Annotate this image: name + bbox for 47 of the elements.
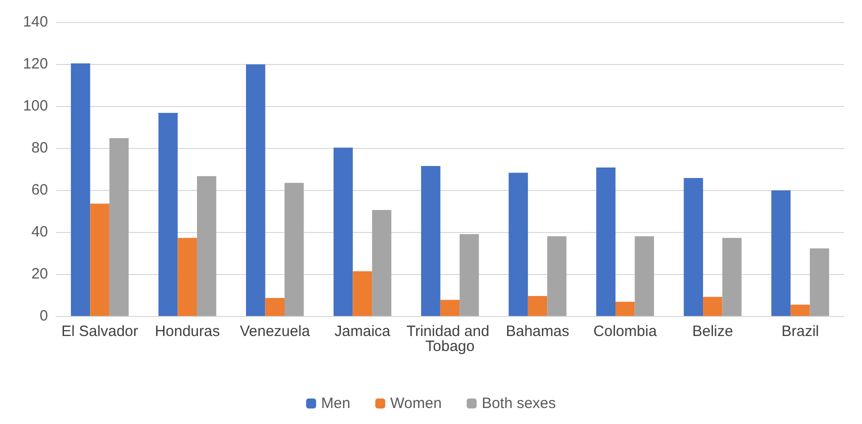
x-tick-label: Trinidad and Tobago	[406, 323, 494, 355]
bar	[372, 210, 392, 316]
y-tick-label: 60	[31, 182, 48, 198]
legend-label: Both sexes	[482, 395, 556, 412]
x-tick-label: Jamaica	[334, 323, 392, 340]
y-tick-label: 80	[31, 140, 48, 156]
bar	[109, 138, 129, 316]
x-tick-label: Belize	[692, 323, 734, 340]
y-tick-label: 0	[40, 308, 48, 324]
y-tick-label: 20	[31, 266, 48, 282]
legend-label: Women	[390, 395, 442, 412]
x-tick-label: El Salvador	[61, 323, 138, 340]
bar	[284, 182, 304, 316]
y-tick-label: 40	[31, 224, 48, 240]
x-tick-label: Colombia	[593, 323, 658, 340]
bar	[528, 296, 548, 316]
bar	[196, 176, 216, 316]
bar	[265, 298, 285, 316]
bar	[508, 172, 528, 316]
bar	[790, 304, 810, 316]
x-tick-label: Venezuela	[240, 323, 311, 340]
bar	[246, 64, 266, 316]
bar	[771, 190, 791, 316]
x-tick-label: Brazil	[781, 323, 819, 340]
bar	[615, 302, 635, 316]
x-tick-label: Bahamas	[506, 323, 570, 340]
bar	[352, 271, 372, 316]
bar	[722, 238, 742, 316]
legend-label: Men	[321, 395, 350, 412]
bar	[703, 296, 722, 316]
x-tick-label: Honduras	[154, 323, 220, 340]
bar	[810, 248, 830, 316]
bar	[596, 168, 616, 316]
bar	[70, 63, 90, 316]
bar	[421, 166, 440, 316]
bar	[460, 234, 479, 316]
bar	[178, 238, 197, 316]
bar	[634, 236, 654, 316]
bar	[334, 148, 353, 316]
bar	[684, 178, 704, 316]
bar	[440, 300, 460, 316]
y-tick-label: 100	[22, 98, 48, 114]
y-tick-label: 120	[22, 56, 48, 72]
bar	[90, 204, 110, 316]
bar	[547, 236, 566, 316]
bar	[158, 112, 178, 316]
y-tick-label: 140	[22, 14, 48, 30]
